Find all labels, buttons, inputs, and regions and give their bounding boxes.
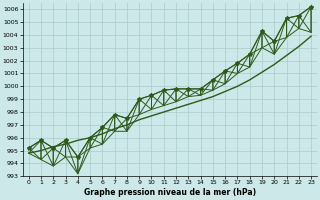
X-axis label: Graphe pression niveau de la mer (hPa): Graphe pression niveau de la mer (hPa) [84, 188, 256, 197]
